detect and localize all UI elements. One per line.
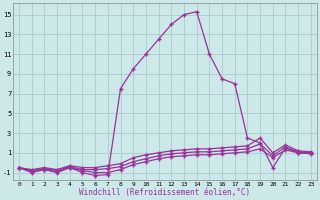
X-axis label: Windchill (Refroidissement éolien,°C): Windchill (Refroidissement éolien,°C) xyxy=(79,188,251,197)
